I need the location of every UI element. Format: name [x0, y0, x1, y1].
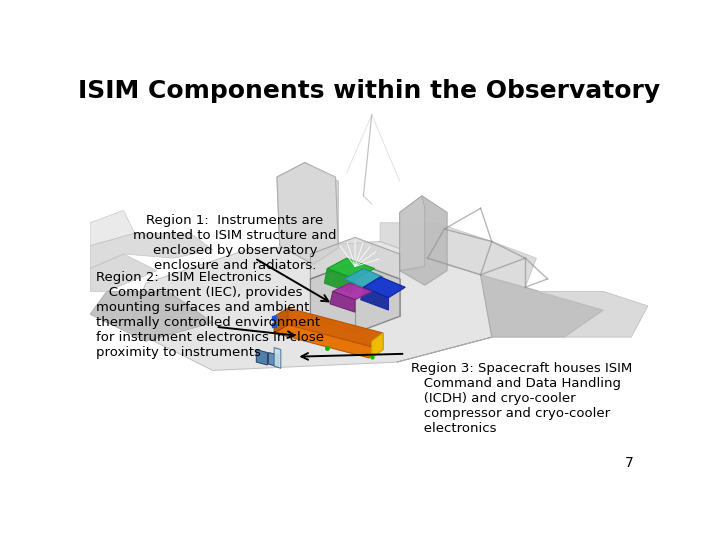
Polygon shape	[364, 277, 405, 298]
Polygon shape	[536, 292, 648, 337]
Polygon shape	[400, 196, 425, 271]
Polygon shape	[129, 241, 492, 370]
Polygon shape	[333, 283, 372, 300]
Polygon shape	[277, 163, 338, 265]
Text: Region 2:  ISIM Electronics
   Compartment (IEC), provides
mounting surfaces and: Region 2: ISIM Electronics Compartment (…	[96, 271, 323, 359]
Polygon shape	[90, 233, 213, 268]
Polygon shape	[310, 238, 400, 279]
Polygon shape	[372, 333, 383, 358]
Polygon shape	[269, 353, 279, 367]
Polygon shape	[400, 196, 447, 285]
Polygon shape	[310, 262, 400, 333]
Polygon shape	[274, 308, 288, 333]
Text: Region 3: Spacecraft houses ISIM
   Command and Data Handling
   (ICDH) and cryo: Region 3: Spacecraft houses ISIM Command…	[411, 362, 632, 435]
Polygon shape	[327, 258, 374, 279]
Polygon shape	[274, 325, 383, 358]
Polygon shape	[90, 210, 135, 246]
Polygon shape	[324, 268, 355, 294]
Text: ISIM Components within the Observatory: ISIM Components within the Observatory	[78, 79, 660, 103]
Polygon shape	[90, 292, 213, 341]
Polygon shape	[361, 287, 389, 310]
Polygon shape	[288, 308, 383, 349]
Text: 7: 7	[625, 456, 634, 470]
Polygon shape	[90, 254, 157, 292]
Polygon shape	[380, 223, 536, 287]
Text: Region 1:  Instruments are
mounted to ISIM structure and
enclosed by observatory: Region 1: Instruments are mounted to ISI…	[133, 214, 337, 273]
Polygon shape	[274, 348, 281, 368]
Polygon shape	[344, 268, 383, 287]
Polygon shape	[256, 349, 267, 365]
Polygon shape	[330, 292, 355, 312]
Polygon shape	[277, 163, 338, 265]
Polygon shape	[397, 275, 603, 362]
